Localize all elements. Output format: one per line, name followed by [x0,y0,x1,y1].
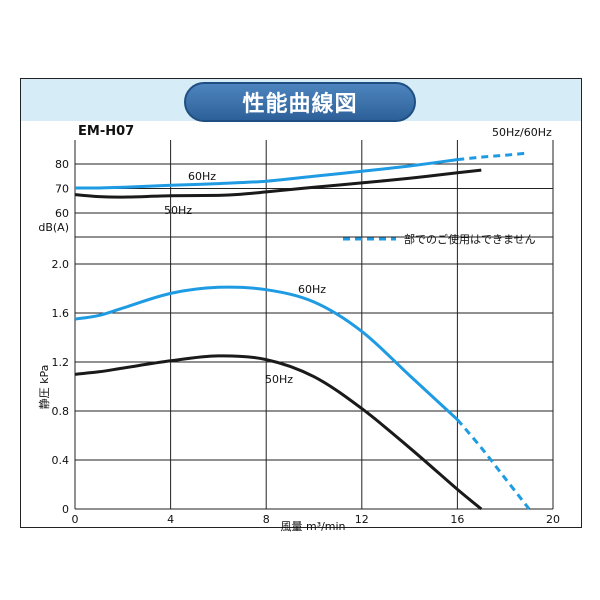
noise-y-tick-80: 80 [55,158,69,171]
pressure-y-tick-0: 0 [62,503,69,516]
page-title: 性能曲線図 [242,92,358,117]
pressure-series-50hz [74,354,483,511]
x-tick-8: 8 [263,513,270,526]
pressure-60hz-label: 60Hz [298,283,326,296]
pressure-y-tick-0.8: 0.8 [52,405,70,418]
legend-unusable-text: 部でのご使用はできません [404,232,536,246]
noise-y-label: dB(A) [38,221,69,234]
noise-series-60hz-unusable [457,151,530,162]
pressure-y-tick-2.0: 2.0 [52,258,70,271]
pressure-y-tick-1.2: 1.2 [52,356,70,369]
pressure-y-label: 静圧 kPa [37,365,51,410]
pressure-series-60hz-unusable [456,418,531,510]
noise-y-tick-60: 60 [55,207,69,220]
title-badge [184,82,416,122]
x-tick-4: 4 [167,513,174,526]
noise-series-60hz [74,158,458,190]
model-label: EM-H07 [78,124,135,139]
noise-y-tick-70: 70 [55,183,69,196]
frequency-label: 50Hz/60Hz [492,126,552,139]
x-tick-12: 12 [355,513,369,526]
noise-60hz-label: 60Hz [188,170,216,183]
x-tick-0: 0 [72,513,79,526]
noise-50hz-label: 50Hz [164,204,192,217]
pressure-50hz-label: 50Hz [265,373,293,386]
x-tick-16: 16 [450,513,464,526]
pressure-y-tick-1.6: 1.6 [52,307,70,320]
noise-series-50hz [74,168,482,199]
pressure-series-60hz [74,285,459,421]
x-axis-label: 風量 m³/min [280,520,345,533]
x-tick-20: 20 [546,513,560,526]
pressure-y-tick-0.4: 0.4 [52,454,70,467]
